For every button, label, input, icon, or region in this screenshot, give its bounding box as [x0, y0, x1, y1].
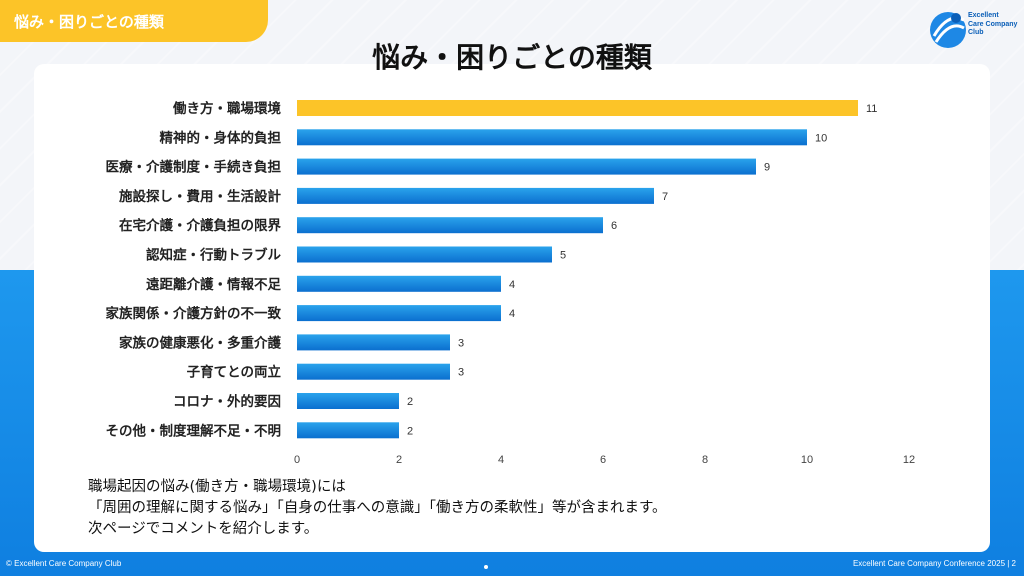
section-tag: 悩み・困りごとの種類 [0, 0, 268, 42]
category-label: その他・制度理解不足・不明 [106, 422, 282, 439]
bar [297, 422, 399, 439]
category-label: 働き方・職場環境 [172, 100, 281, 117]
category-label: 家族関係・介護方針の不一致 [106, 305, 282, 322]
category-label: 子育てとの両立 [187, 364, 282, 381]
bar-value-label: 9 [764, 162, 770, 174]
bar [297, 187, 654, 204]
bar-value-label: 7 [662, 191, 668, 203]
category-label: 施設探し・費用・生活設計 [119, 188, 281, 205]
bar-value-label: 2 [407, 396, 413, 408]
caption-line: 職場起因の悩み(働き方・職場環境)には [88, 479, 346, 495]
bar [297, 334, 450, 351]
caption: 職場起因の悩み(働き方・職場環境)には 「周囲の理解に関する悩み」「自身の仕事へ… [88, 477, 667, 540]
bar [297, 158, 756, 175]
logo-icon [930, 12, 966, 48]
bar-value-label: 3 [458, 337, 464, 349]
bar [297, 246, 552, 263]
logo-line: Excellent [968, 12, 999, 19]
caption-line: 「周囲の理解に関する悩み」「自身の仕事への意識」「働き方の柔軟性」等が含まれます… [88, 500, 667, 516]
x-tick-label: 8 [702, 454, 708, 466]
bar-value-label: 4 [509, 279, 515, 291]
bar [297, 217, 603, 234]
x-tick-label: 2 [396, 454, 402, 466]
caption-line: 次ページでコメントを紹介します。 [88, 521, 319, 537]
category-label: 医療・介護制度・手続き負担 [106, 159, 282, 176]
logo-line: Care Company [968, 20, 1018, 28]
chart-title: 悩み・困りごとの種類 [372, 41, 652, 74]
category-label: 精神的・身体的負担 [160, 129, 282, 146]
x-tick-label: 0 [294, 454, 300, 466]
bar [297, 305, 501, 322]
category-label: 認知症・行動トラブル [146, 247, 281, 264]
x-tick-label: 4 [498, 454, 504, 466]
bar [297, 363, 450, 380]
page-indicator-dot [484, 565, 488, 569]
x-tick-label: 12 [903, 454, 915, 466]
bar [297, 393, 399, 409]
bar-value-label: 11 [866, 103, 877, 115]
footer-conference: Excellent Care Company Conference 2025 |… [852, 559, 1016, 568]
category-label: 家族の健康悪化・多重介護 [119, 334, 281, 351]
bar-value-label: 3 [458, 367, 464, 379]
bar [297, 100, 858, 116]
section-tag-label: 悩み・困りごとの種類 [14, 13, 164, 31]
category-label: 遠距離介護・情報不足 [146, 276, 281, 293]
logo-text: Excellent Care Company Club [968, 12, 1017, 38]
content-card [34, 64, 990, 552]
x-tick-label: 10 [801, 454, 813, 466]
logo-line: Club [968, 29, 984, 36]
category-label: コロナ・外的要因 [173, 393, 281, 410]
footer-copyright: © Excellent Care Company Club [6, 559, 122, 568]
x-tick-label: 6 [600, 454, 606, 466]
bar [297, 129, 807, 146]
category-label: 在宅介護・介護負担の限界 [119, 217, 281, 234]
bar-value-label: 4 [509, 308, 515, 320]
bar [297, 275, 501, 292]
bar-value-label: 6 [611, 220, 617, 232]
bar-value-label: 5 [560, 250, 566, 262]
bar-value-label: 10 [815, 132, 827, 144]
bar-value-label: 2 [407, 425, 413, 437]
